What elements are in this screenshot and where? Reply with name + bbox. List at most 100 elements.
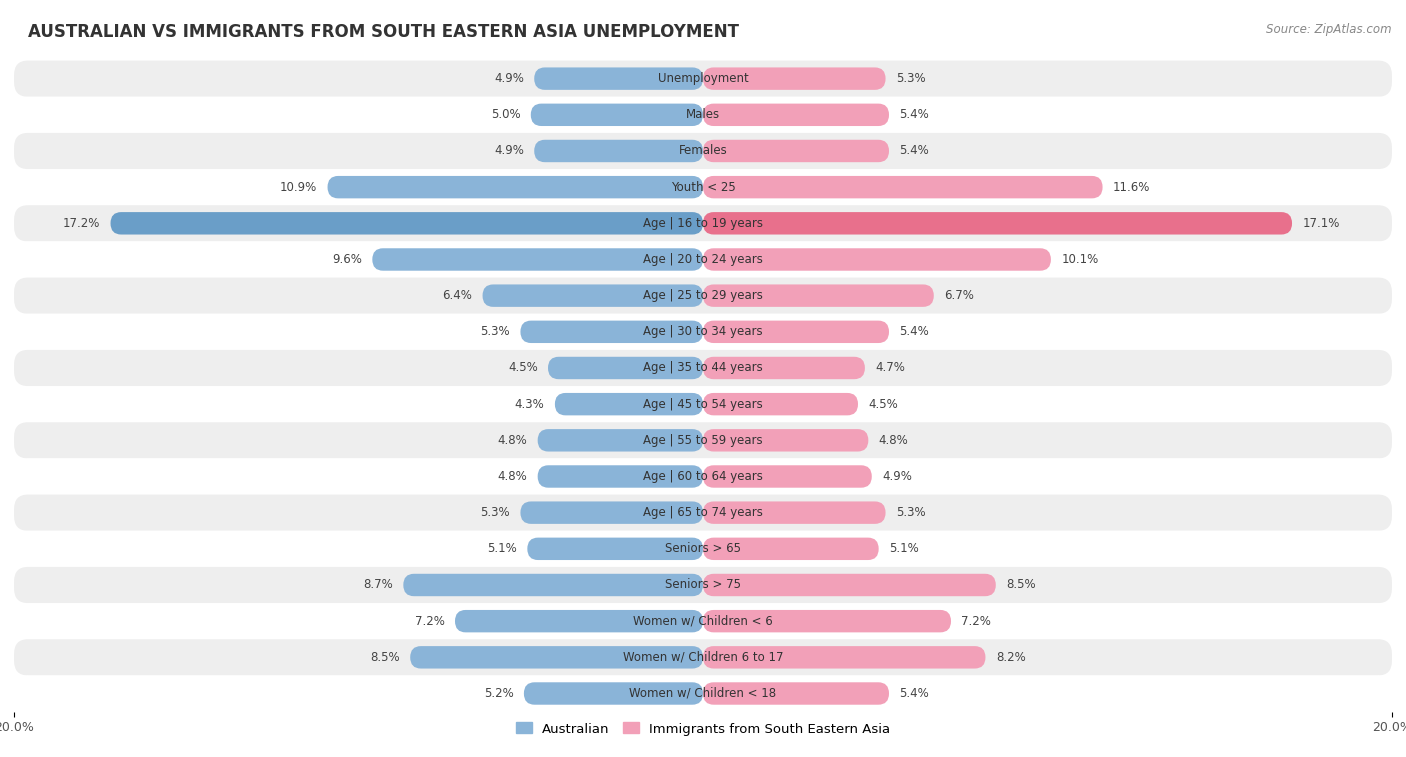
FancyBboxPatch shape: [703, 646, 986, 668]
Text: 4.5%: 4.5%: [508, 362, 537, 375]
Text: Age | 30 to 34 years: Age | 30 to 34 years: [643, 326, 763, 338]
FancyBboxPatch shape: [703, 429, 869, 451]
Text: 17.2%: 17.2%: [63, 217, 100, 230]
Text: 4.3%: 4.3%: [515, 397, 544, 410]
FancyBboxPatch shape: [548, 357, 703, 379]
Text: 10.1%: 10.1%: [1062, 253, 1098, 266]
Text: 5.4%: 5.4%: [900, 108, 929, 121]
Text: Age | 55 to 59 years: Age | 55 to 59 years: [643, 434, 763, 447]
Text: 8.2%: 8.2%: [995, 651, 1025, 664]
Text: 5.0%: 5.0%: [491, 108, 520, 121]
Text: AUSTRALIAN VS IMMIGRANTS FROM SOUTH EASTERN ASIA UNEMPLOYMENT: AUSTRALIAN VS IMMIGRANTS FROM SOUTH EAST…: [28, 23, 740, 41]
FancyBboxPatch shape: [482, 285, 703, 307]
Text: Age | 16 to 19 years: Age | 16 to 19 years: [643, 217, 763, 230]
Text: 8.5%: 8.5%: [370, 651, 399, 664]
FancyBboxPatch shape: [703, 537, 879, 560]
Text: 5.3%: 5.3%: [481, 506, 510, 519]
FancyBboxPatch shape: [537, 466, 703, 488]
FancyBboxPatch shape: [14, 133, 1392, 169]
FancyBboxPatch shape: [14, 567, 1392, 603]
Text: Women w/ Children < 6: Women w/ Children < 6: [633, 615, 773, 628]
Text: 4.8%: 4.8%: [879, 434, 908, 447]
FancyBboxPatch shape: [703, 67, 886, 90]
FancyBboxPatch shape: [703, 393, 858, 416]
FancyBboxPatch shape: [703, 466, 872, 488]
FancyBboxPatch shape: [703, 140, 889, 162]
FancyBboxPatch shape: [456, 610, 703, 632]
Text: 5.4%: 5.4%: [900, 687, 929, 700]
Text: Unemployment: Unemployment: [658, 72, 748, 85]
FancyBboxPatch shape: [703, 285, 934, 307]
Text: 17.1%: 17.1%: [1302, 217, 1340, 230]
FancyBboxPatch shape: [703, 176, 1102, 198]
FancyBboxPatch shape: [520, 501, 703, 524]
FancyBboxPatch shape: [703, 357, 865, 379]
FancyBboxPatch shape: [703, 104, 889, 126]
FancyBboxPatch shape: [14, 675, 1392, 712]
FancyBboxPatch shape: [703, 501, 886, 524]
Text: 6.7%: 6.7%: [945, 289, 974, 302]
FancyBboxPatch shape: [111, 212, 703, 235]
Text: Seniors > 75: Seniors > 75: [665, 578, 741, 591]
Text: 4.9%: 4.9%: [882, 470, 912, 483]
FancyBboxPatch shape: [537, 429, 703, 451]
Text: 11.6%: 11.6%: [1114, 181, 1150, 194]
Text: Age | 65 to 74 years: Age | 65 to 74 years: [643, 506, 763, 519]
Text: 8.5%: 8.5%: [1007, 578, 1036, 591]
Text: Women w/ Children 6 to 17: Women w/ Children 6 to 17: [623, 651, 783, 664]
FancyBboxPatch shape: [703, 610, 950, 632]
Text: 5.3%: 5.3%: [896, 506, 925, 519]
Text: Age | 45 to 54 years: Age | 45 to 54 years: [643, 397, 763, 410]
FancyBboxPatch shape: [555, 393, 703, 416]
FancyBboxPatch shape: [328, 176, 703, 198]
Text: 5.4%: 5.4%: [900, 145, 929, 157]
Text: 7.2%: 7.2%: [415, 615, 444, 628]
Text: 5.3%: 5.3%: [481, 326, 510, 338]
Text: 5.1%: 5.1%: [889, 542, 918, 556]
Legend: Australian, Immigrants from South Eastern Asia: Australian, Immigrants from South Easter…: [510, 717, 896, 741]
Text: Age | 60 to 64 years: Age | 60 to 64 years: [643, 470, 763, 483]
FancyBboxPatch shape: [703, 321, 889, 343]
FancyBboxPatch shape: [14, 386, 1392, 422]
FancyBboxPatch shape: [14, 313, 1392, 350]
FancyBboxPatch shape: [703, 248, 1050, 271]
FancyBboxPatch shape: [14, 350, 1392, 386]
FancyBboxPatch shape: [14, 278, 1392, 313]
FancyBboxPatch shape: [14, 459, 1392, 494]
FancyBboxPatch shape: [520, 321, 703, 343]
FancyBboxPatch shape: [14, 531, 1392, 567]
FancyBboxPatch shape: [14, 205, 1392, 241]
FancyBboxPatch shape: [534, 140, 703, 162]
Text: 4.7%: 4.7%: [875, 362, 905, 375]
Text: 7.2%: 7.2%: [962, 615, 991, 628]
Text: Males: Males: [686, 108, 720, 121]
FancyBboxPatch shape: [14, 494, 1392, 531]
Text: Women w/ Children < 18: Women w/ Children < 18: [630, 687, 776, 700]
Text: Seniors > 65: Seniors > 65: [665, 542, 741, 556]
Text: 6.4%: 6.4%: [443, 289, 472, 302]
FancyBboxPatch shape: [373, 248, 703, 271]
Text: Source: ZipAtlas.com: Source: ZipAtlas.com: [1267, 23, 1392, 36]
FancyBboxPatch shape: [411, 646, 703, 668]
FancyBboxPatch shape: [14, 169, 1392, 205]
Text: 4.8%: 4.8%: [498, 470, 527, 483]
FancyBboxPatch shape: [534, 67, 703, 90]
Text: 5.3%: 5.3%: [896, 72, 925, 85]
Text: 4.5%: 4.5%: [869, 397, 898, 410]
Text: Age | 35 to 44 years: Age | 35 to 44 years: [643, 362, 763, 375]
Text: 8.7%: 8.7%: [363, 578, 392, 591]
Text: 4.9%: 4.9%: [494, 72, 524, 85]
FancyBboxPatch shape: [404, 574, 703, 597]
Text: 10.9%: 10.9%: [280, 181, 318, 194]
FancyBboxPatch shape: [531, 104, 703, 126]
Text: Age | 25 to 29 years: Age | 25 to 29 years: [643, 289, 763, 302]
Text: 5.2%: 5.2%: [484, 687, 513, 700]
FancyBboxPatch shape: [703, 682, 889, 705]
FancyBboxPatch shape: [703, 574, 995, 597]
Text: Females: Females: [679, 145, 727, 157]
Text: 4.8%: 4.8%: [498, 434, 527, 447]
FancyBboxPatch shape: [524, 682, 703, 705]
Text: 5.1%: 5.1%: [488, 542, 517, 556]
FancyBboxPatch shape: [703, 212, 1292, 235]
FancyBboxPatch shape: [14, 61, 1392, 97]
